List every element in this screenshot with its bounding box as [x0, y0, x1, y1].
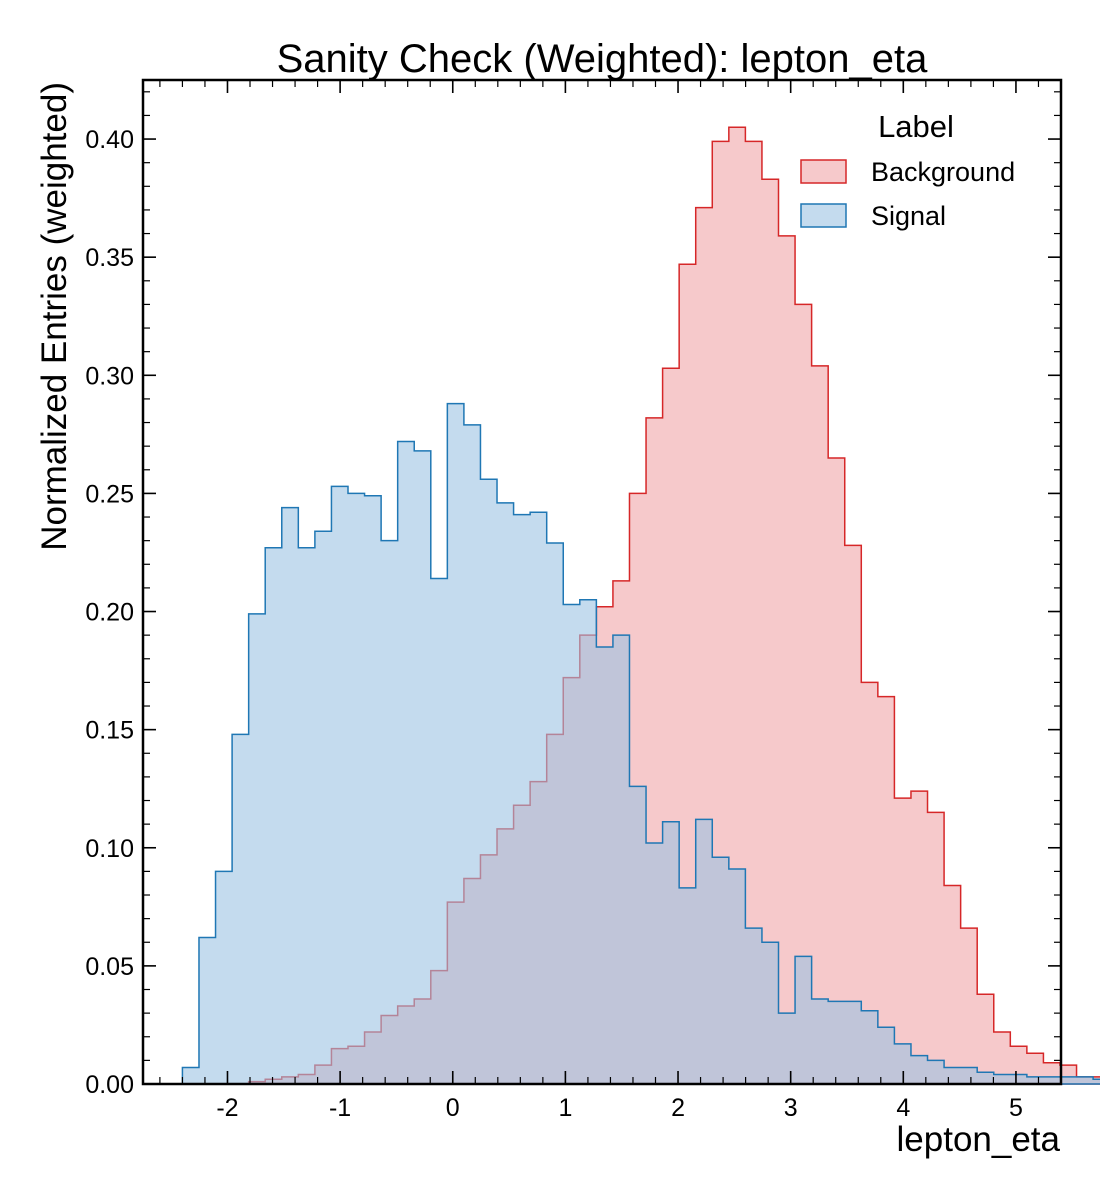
series-signal — [181, 402, 1100, 1085]
legend-swatch-signal — [800, 203, 847, 228]
legend-title: Label — [878, 109, 954, 144]
x-tick-label: 1 — [558, 1094, 572, 1122]
legend-label-background: Background — [871, 157, 1015, 187]
legend: Label Background Signal — [800, 109, 1015, 231]
y-tick-label: 0.35 — [85, 244, 134, 272]
series-layer — [181, 126, 1100, 1085]
y-axis-label: Normalized Entries (weighted) — [35, 82, 74, 551]
chart-title: Sanity Check (Weighted): lepton_eta — [277, 37, 928, 81]
y-tick-label: 0.00 — [85, 1071, 134, 1099]
y-tick-label: 0.30 — [85, 362, 134, 390]
histogram-area-signal — [181, 402, 1100, 1085]
x-tick-label: -1 — [329, 1094, 351, 1122]
x-tick-label: 4 — [896, 1094, 910, 1122]
x-tick-label: 2 — [671, 1094, 685, 1122]
x-tick-label: 3 — [784, 1094, 798, 1122]
x-tick-label: 0 — [446, 1094, 460, 1122]
y-tick-label: 0.05 — [85, 953, 134, 981]
plot-frame — [141, 78, 1063, 1086]
y-tick-label: 0.40 — [85, 126, 134, 154]
x-tick-label: 5 — [1009, 1094, 1023, 1122]
x-tick-label: -2 — [216, 1094, 238, 1122]
y-tick-label: 0.20 — [85, 599, 134, 627]
x-axis-label: lepton_eta — [897, 1120, 1061, 1159]
y-tick-label: 0.25 — [85, 480, 134, 508]
legend-swatch-background — [800, 159, 847, 184]
legend-label-signal: Signal — [871, 201, 946, 231]
y-tick-label: 0.15 — [85, 717, 134, 745]
y-tick-label: 0.10 — [85, 835, 134, 863]
